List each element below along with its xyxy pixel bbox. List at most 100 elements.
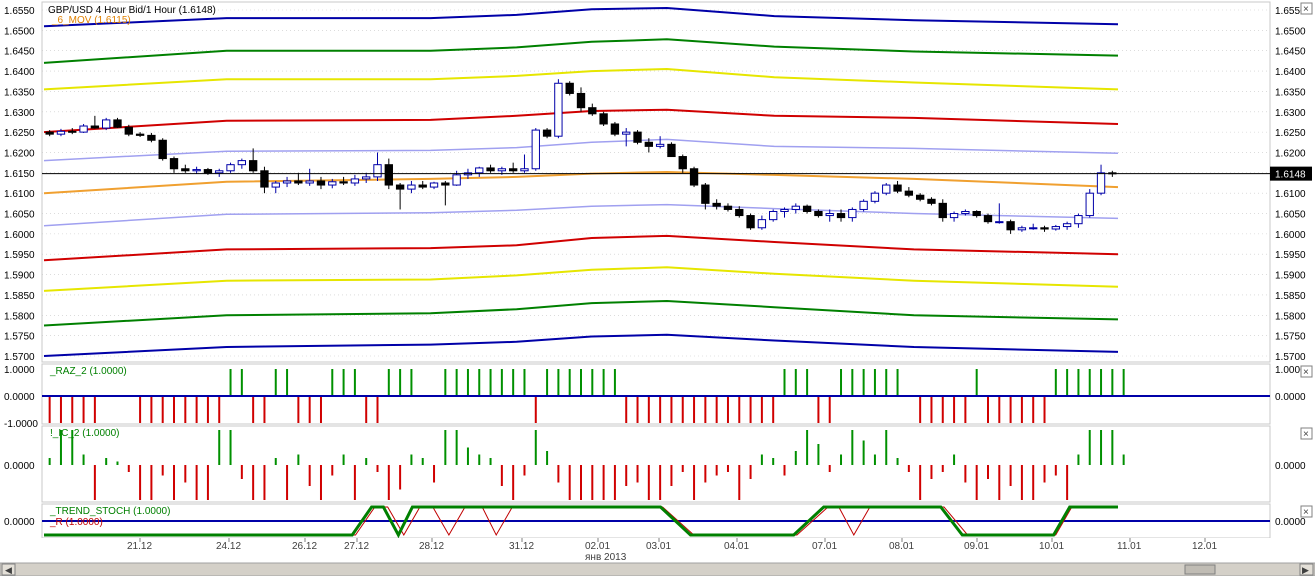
price-tick-label: 1.6050 <box>1275 210 1306 221</box>
candle-body <box>215 170 224 174</box>
price-panel[interactable]: GBP/USD 4 Hour Bid/1 Hour (1.6148) _6_MO… <box>4 1 1313 363</box>
raz-panel-close-button[interactable] <box>1300 365 1313 378</box>
x-tick-label: 07.01 <box>812 541 837 552</box>
candle-body <box>644 141 654 147</box>
envelope-band-line <box>43 138 1119 162</box>
x-tick-label: 21.12 <box>127 541 152 552</box>
close-icon: × <box>1303 4 1309 15</box>
price-tick-label: 1.5950 <box>4 250 35 261</box>
candle-body <box>893 184 902 192</box>
candle-body <box>712 202 721 207</box>
raz-panel-frame <box>41 363 1271 425</box>
price-tick-label: 1.6000 <box>4 230 35 241</box>
candle-body <box>124 126 133 135</box>
candle-body <box>260 170 269 188</box>
candle-body <box>622 131 631 135</box>
candle-body <box>904 190 914 196</box>
price-tick-label: 1.5750 <box>1275 332 1306 343</box>
candle-body <box>972 210 981 217</box>
candle-body <box>576 92 586 109</box>
candle-body <box>859 200 868 210</box>
candle-body <box>294 180 303 184</box>
price-tick-label: 1.6300 <box>1275 108 1306 119</box>
trend-tick-zero-right: 0.0000 <box>1275 517 1306 528</box>
price-tick-label: 1.6550 <box>4 6 35 17</box>
x-tick-label: 27.12 <box>344 541 369 552</box>
candle-body <box>678 156 687 170</box>
price-tick-label: 1.6050 <box>4 210 35 221</box>
candle-body <box>1006 221 1015 231</box>
ic-panel[interactable]: !_IC_2 (1.0000) 0.0000 0.0000 × <box>4 425 1313 503</box>
horizontal-scrollbar[interactable]: ◀ ▶ <box>0 562 1315 576</box>
ic-panel-close-button[interactable] <box>1300 427 1313 440</box>
candle-body <box>870 192 880 202</box>
candle-body <box>158 139 167 160</box>
candle-body <box>475 167 484 174</box>
raz-tick-top-right: 1.0000 <box>1275 365 1306 376</box>
price-tick-label: 1.6350 <box>1275 87 1306 98</box>
price-tick-label: 1.5800 <box>1275 311 1306 322</box>
trend-panel[interactable]: _TREND_STOCH (1.0000) _R (1.0000) 0.0000… <box>4 503 1313 539</box>
candle-body <box>757 219 767 229</box>
envelope-band-line <box>43 234 1119 262</box>
candle-body <box>520 168 529 172</box>
candle-body <box>192 169 201 172</box>
close-icon: × <box>1303 367 1309 378</box>
candle-body <box>610 123 620 135</box>
candle-body <box>655 143 665 147</box>
envelope-bands <box>43 6 1119 357</box>
candle-body <box>554 82 563 137</box>
candle-body <box>1029 227 1038 230</box>
candle-body <box>542 129 552 137</box>
chevron-right-icon: ▶ <box>1302 565 1309 575</box>
price-tick-label: 1.6500 <box>4 26 35 37</box>
candle-body <box>848 208 857 219</box>
candle-body <box>995 221 1004 224</box>
price-tick-label: 1.6100 <box>4 189 35 200</box>
price-tick-label: 1.5900 <box>1275 271 1306 282</box>
trend-panel-close-button[interactable] <box>1300 505 1313 518</box>
x-tick-label: 26.12 <box>292 541 317 552</box>
scrollbar-track[interactable] <box>0 562 1315 576</box>
candle-body <box>418 184 427 188</box>
candle-body <box>1062 223 1072 228</box>
price-panel-close-button[interactable] <box>1300 2 1313 15</box>
candle-body <box>79 125 88 133</box>
scroll-left-button[interactable] <box>1 563 16 576</box>
raz-tick-mid-right: 0.0000 <box>1275 392 1306 403</box>
price-tick-label: 1.5850 <box>1275 291 1306 302</box>
price-tick-label: 1.6350 <box>4 87 35 98</box>
raz-tick-mid: 0.0000 <box>4 392 35 403</box>
candle-body <box>1051 226 1060 230</box>
trend-tick-zero: 0.0000 <box>4 517 35 528</box>
price-tick-label: 1.5700 <box>1275 352 1306 363</box>
candle-body <box>588 107 597 115</box>
candle-body <box>1017 227 1027 231</box>
price-axis-left: 1.6550 1.6500 1.6450 1.6400 1.6350 1.6300 1.62… <box>4 6 35 363</box>
candle-body <box>339 181 348 184</box>
candle-body <box>701 184 710 204</box>
candle-body <box>915 194 925 200</box>
candle-body <box>780 208 789 212</box>
candle-body <box>384 164 393 186</box>
candle-body <box>735 208 744 217</box>
price-tick-label: 1.5900 <box>4 271 35 282</box>
x-tick-label: 10.01 <box>1039 541 1064 552</box>
candle-body <box>90 125 100 129</box>
candle-body <box>1040 227 1049 230</box>
r-label: _R (1.0000) <box>49 517 103 528</box>
candle-body <box>248 160 258 172</box>
candle-body <box>802 205 812 212</box>
ic-label: !_IC_2 (1.0000) <box>50 428 120 439</box>
month-label: янв 2013 <box>585 552 627 563</box>
x-tick-label: 12.01 <box>1192 541 1217 552</box>
ma-label: _6_MOV (1.6115) <box>51 15 131 26</box>
price-tick-label: 1.5850 <box>4 291 35 302</box>
candle-body <box>961 210 970 215</box>
candle-body <box>1074 215 1083 225</box>
price-tick-label: 1.6200 <box>4 148 35 159</box>
scroll-right-button[interactable] <box>1299 563 1314 576</box>
candle-body <box>667 143 676 158</box>
scrollbar-thumb[interactable] <box>1184 564 1216 575</box>
raz-panel[interactable]: _RAZ_2 (1.0000) 1.0000 0.0000 -1.0000 1.… <box>4 363 1313 430</box>
